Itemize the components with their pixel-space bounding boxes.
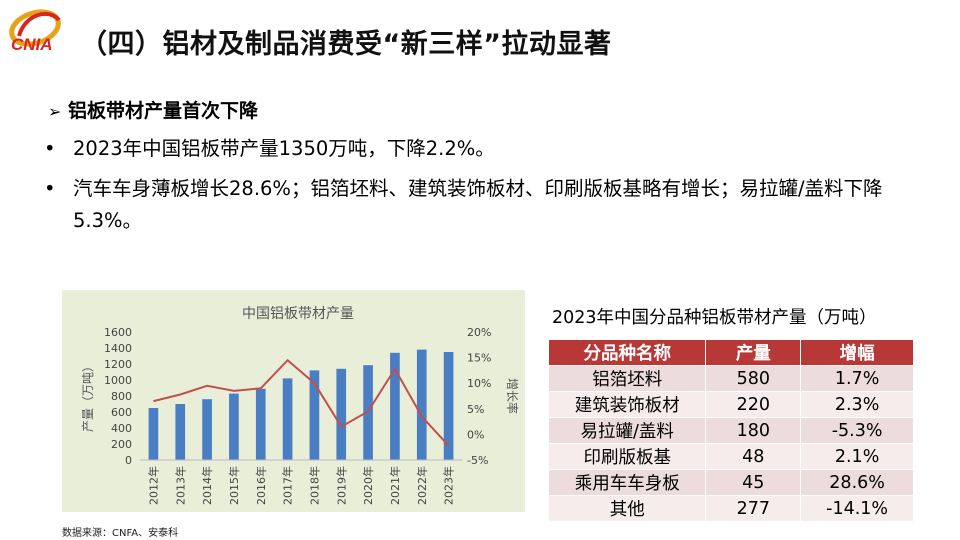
bar bbox=[443, 352, 454, 460]
table-header-row: 分品种名称 产量 增幅 bbox=[547, 339, 914, 366]
bar bbox=[416, 349, 427, 460]
line-series bbox=[153, 358, 450, 447]
page-title: （四）铝材及制品消费受“新三样”拉动显著 bbox=[80, 29, 612, 60]
y-tick-label: 200 bbox=[111, 438, 132, 451]
y2-tick-label: 20% bbox=[467, 326, 491, 339]
y-tick-label: 1000 bbox=[104, 374, 132, 387]
bar bbox=[309, 370, 320, 460]
y2-axis-label: 增长率 bbox=[505, 378, 520, 414]
table-cell: 建筑装饰板材 bbox=[547, 391, 707, 418]
table-row: 易拉罐/盖料 180 -5.3% bbox=[547, 417, 914, 444]
x-tick-label: 2012年 bbox=[146, 466, 160, 505]
table-cell: 2.3% bbox=[800, 391, 914, 418]
y2-tick-label: 0% bbox=[467, 428, 484, 441]
y-tick-label: 1600 bbox=[104, 326, 132, 339]
subheading: ➢ 铝板带材产量首次下降 bbox=[48, 96, 258, 123]
y-tick-label: 0 bbox=[125, 454, 132, 467]
bullet-text: 2023年中国铝板带产量1350万吨，下降2.2%。 bbox=[73, 137, 495, 160]
table-cell: 180 bbox=[705, 417, 802, 444]
table-cell: 28.6% bbox=[800, 469, 914, 496]
table-cell: 277 bbox=[705, 495, 802, 522]
bullet-item: • 汽车车身薄板增长28.6%；铝箔坯料、建筑装饰板材、印刷版板基略有增长；易拉… bbox=[40, 173, 930, 237]
x-tick-label: 2017年 bbox=[281, 466, 295, 505]
table-row: 印刷版板基 48 2.1% bbox=[547, 443, 914, 470]
y-axis-right: 20% 15% 10% 5% 0% -5% bbox=[467, 326, 491, 467]
bar bbox=[363, 365, 373, 460]
x-tick-label: 2023年 bbox=[442, 466, 456, 505]
table-cell: 印刷版板基 bbox=[547, 443, 707, 470]
x-tick-label: 2022年 bbox=[415, 466, 429, 505]
table-title: 2023年中国分品种铝板带材产量（万吨） bbox=[552, 308, 877, 328]
product-table: 分品种名称 产量 增幅 铝箔坯料 580 1.7% 建筑装饰板材 220 2.3% 易拉… bbox=[547, 339, 914, 522]
bullet-dot-icon: • bbox=[44, 137, 56, 160]
y-axis-label: 产量（万吨） bbox=[81, 360, 95, 432]
bar bbox=[255, 388, 266, 460]
y-tick-label: 400 bbox=[111, 422, 132, 435]
table-cell: 45 bbox=[705, 469, 802, 496]
x-tick-label: 2015年 bbox=[227, 466, 241, 505]
y-tick-label: 1200 bbox=[104, 358, 132, 371]
x-tick-label: 2016年 bbox=[254, 466, 268, 505]
table-cell: -14.1% bbox=[800, 495, 914, 522]
table-cell: 乘用车车身板 bbox=[547, 469, 707, 496]
bar bbox=[175, 404, 186, 460]
column-header: 分品种名称 bbox=[547, 339, 707, 366]
bar bbox=[390, 352, 400, 460]
table-cell: 2.1% bbox=[800, 443, 914, 470]
x-tick-label: 2013年 bbox=[173, 466, 187, 505]
bullet-item: • 2023年中国铝板带产量1350万吨，下降2.2%。 bbox=[40, 133, 930, 165]
x-tick-label: 2018年 bbox=[307, 466, 321, 505]
table-row: 乘用车车身板 45 28.6% bbox=[547, 469, 914, 496]
column-header: 产量 bbox=[705, 339, 802, 366]
x-tick-label: 2021年 bbox=[388, 466, 402, 505]
table-cell: 1.7% bbox=[800, 365, 914, 392]
table-cell: 易拉罐/盖料 bbox=[547, 417, 707, 444]
table-cell: 580 bbox=[705, 365, 802, 392]
y-tick-label: 800 bbox=[111, 390, 132, 403]
table-cell: 220 bbox=[705, 391, 802, 418]
y2-tick-label: 5% bbox=[467, 403, 484, 416]
cnia-logo: CNIA bbox=[5, 6, 73, 56]
table-cell: 铝箔坯料 bbox=[547, 365, 707, 392]
bar-series bbox=[140, 349, 462, 461]
production-chart: 中国铝板带材产量 1600 1400 1200 1000 800 600 400 200 0 2… bbox=[62, 290, 525, 512]
table-row: 铝箔坯料 580 1.7% bbox=[547, 365, 914, 392]
table-row: 其他 277 -14.1% bbox=[547, 495, 914, 522]
y2-tick-label: 15% bbox=[467, 352, 491, 365]
y2-tick-label: -5% bbox=[467, 454, 488, 467]
bar bbox=[336, 368, 347, 460]
bullet-text: 汽车车身薄板增长28.6%；铝箔坯料、建筑装饰板材、印刷版板基略有增长；易拉罐/… bbox=[73, 177, 883, 232]
y-tick-label: 1400 bbox=[104, 342, 132, 355]
source-note: 数据来源：CNFA、安泰科 bbox=[62, 528, 179, 539]
y-axis-left: 1600 1400 1200 1000 800 600 400 200 0 bbox=[104, 326, 132, 467]
column-header: 增幅 bbox=[800, 339, 914, 366]
table-cell: 48 bbox=[705, 443, 802, 470]
bar bbox=[202, 399, 212, 460]
bullet-list: • 2023年中国铝板带产量1350万吨，下降2.2%。 • 汽车车身薄板增长2… bbox=[40, 133, 930, 245]
bar bbox=[148, 408, 159, 460]
x-tick-label: 2019年 bbox=[334, 466, 348, 505]
table-row: 建筑装饰板材 220 2.3% bbox=[547, 391, 914, 418]
bullet-dot-icon: • bbox=[44, 177, 56, 200]
chart-svg: 中国铝板带材产量 1600 1400 1200 1000 800 600 400 200 0 2… bbox=[81, 306, 520, 505]
axis-labels: 产量（万吨） 增长率 bbox=[81, 360, 520, 432]
y2-tick-label: 10% bbox=[467, 377, 491, 390]
x-tick-label: 2020年 bbox=[361, 466, 375, 505]
logo-text: CNIA bbox=[11, 35, 53, 54]
subheading-text: 铝板带材产量首次下降 bbox=[68, 100, 259, 122]
growth-line bbox=[153, 358, 450, 447]
table-cell: -5.3% bbox=[800, 417, 914, 444]
table-cell: 其他 bbox=[547, 495, 707, 522]
arrow-bullet-icon: ➢ bbox=[48, 102, 62, 121]
x-tick-label: 2014年 bbox=[200, 466, 214, 505]
chart-title: 中国铝板带材产量 bbox=[242, 306, 354, 322]
x-axis: 2012年 2013年 2014年 2015年 2016年 2017年 2018年 2019年… bbox=[146, 466, 455, 505]
y-tick-label: 600 bbox=[111, 406, 132, 419]
bar bbox=[282, 378, 293, 460]
bar bbox=[229, 393, 239, 460]
